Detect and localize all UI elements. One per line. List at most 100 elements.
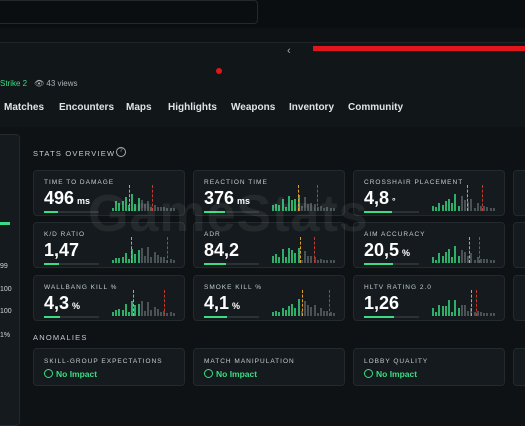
histogram-bar <box>118 309 121 316</box>
histogram-bar <box>272 312 274 316</box>
back-arrow[interactable]: ‹ <box>287 45 291 57</box>
histogram-bar <box>144 204 146 211</box>
cut-card <box>513 170 525 216</box>
stat-label: SMOKE KILL % <box>204 284 262 291</box>
value-text: 376 <box>204 188 235 208</box>
histogram-bar <box>441 306 444 316</box>
histogram-bar <box>140 300 143 316</box>
stat-label: REACTION TIME <box>204 179 268 186</box>
nav-item[interactable]: Highlights <box>168 102 217 113</box>
histogram-bar <box>451 256 454 263</box>
histogram-bar <box>435 207 438 211</box>
histogram-bar <box>169 312 172 316</box>
value-text: 496 <box>44 188 75 208</box>
stat-label: WALLBANG KILL % <box>44 284 118 291</box>
red-bar <box>313 46 525 51</box>
histogram-bar <box>480 311 482 316</box>
progress-fill <box>204 263 226 265</box>
histogram-bar <box>278 204 281 211</box>
histogram-bar <box>320 258 322 263</box>
progress-fill <box>44 316 60 318</box>
nav-item[interactable]: Matches <box>4 102 45 113</box>
histogram-bar <box>323 207 326 211</box>
value-unit: % <box>402 248 411 258</box>
histogram-bar <box>492 259 495 263</box>
histogram-bar <box>457 205 460 211</box>
histogram-bar <box>150 309 153 316</box>
histogram-bar <box>294 199 297 211</box>
histogram-bar <box>115 309 118 316</box>
progress-track <box>204 316 259 318</box>
histogram-bar <box>480 258 482 263</box>
histogram-bar <box>454 299 457 316</box>
anomaly-label: SKILL-GROUP EXPECTATIONS <box>44 358 163 365</box>
histogram-bar <box>310 202 313 211</box>
histogram-bar <box>147 302 150 316</box>
anomaly-label: LOBBY QUALITY <box>364 358 429 365</box>
value-unit: ° <box>392 196 396 206</box>
histogram-bar <box>284 310 287 316</box>
histogram-bar <box>329 207 332 211</box>
histogram-bar <box>156 308 159 316</box>
histogram-bar <box>320 307 322 316</box>
histogram-bar <box>124 253 127 263</box>
check-icon <box>364 369 373 378</box>
histogram-bar <box>121 257 124 263</box>
histogram-bar <box>473 312 476 316</box>
histogram-bar <box>489 259 492 263</box>
histogram-bar <box>486 206 489 211</box>
histogram-bar <box>131 194 134 211</box>
help-icon[interactable]: ? <box>116 147 126 157</box>
histogram-bar <box>284 257 287 263</box>
histogram-bar <box>476 202 479 211</box>
stat-label: TIME TO DAMAGE <box>44 179 115 186</box>
histogram-bar <box>131 249 134 263</box>
marker-line <box>467 185 468 211</box>
histogram-bar <box>467 201 470 211</box>
histogram-bar <box>457 307 460 316</box>
section-title: STATS OVERVIEW <box>33 149 116 158</box>
histogram-bar <box>121 200 124 211</box>
histogram-bar <box>275 204 278 211</box>
histogram-bar <box>297 247 300 263</box>
search-box[interactable] <box>0 0 258 24</box>
stat-label: AIM ACCURACY <box>364 231 426 238</box>
nav-item[interactable]: Community <box>348 102 403 113</box>
nav-item[interactable]: Inventory <box>289 102 335 113</box>
marker-line <box>129 185 130 211</box>
marker-line <box>167 237 168 263</box>
nav-item[interactable]: Encounters <box>59 102 115 113</box>
value-unit: % <box>232 301 241 311</box>
histogram-bar <box>483 312 486 316</box>
stat-value: 496 ms <box>44 188 90 209</box>
histogram-bar <box>150 257 153 263</box>
histogram-bar <box>441 205 444 211</box>
histogram-bar <box>326 311 329 316</box>
progress-fill <box>44 263 59 265</box>
stat-value: 4,8 ° <box>364 188 396 209</box>
histogram-bar <box>275 254 278 263</box>
marker-line <box>152 185 153 211</box>
value-text: 20,5 <box>364 240 400 260</box>
histogram-bar <box>307 204 310 211</box>
nav-item[interactable]: Maps <box>126 102 152 113</box>
value-text: 4,8 <box>364 188 390 208</box>
histogram-bar <box>454 246 457 263</box>
section-title: ANOMALIES <box>33 333 88 342</box>
histogram-bar <box>169 207 172 211</box>
histogram-bar <box>297 299 300 316</box>
stat-card: AIM ACCURACY 20,5% <box>353 222 505 268</box>
histogram-bar <box>121 309 124 316</box>
progress-fill <box>364 211 392 213</box>
histogram-bar <box>464 305 466 316</box>
histogram-bar <box>134 305 137 316</box>
histogram-bar <box>320 205 322 211</box>
stat-card: TIME TO DAMAGE 496 ms <box>33 170 185 216</box>
marker-line <box>476 290 477 316</box>
histogram-bar <box>137 304 140 316</box>
histogram-bar <box>112 208 114 211</box>
anomaly-status: No Impact <box>216 369 258 379</box>
histogram-bar <box>150 207 153 211</box>
histogram-bar <box>316 312 319 316</box>
nav-item[interactable]: Weapons <box>231 102 276 113</box>
